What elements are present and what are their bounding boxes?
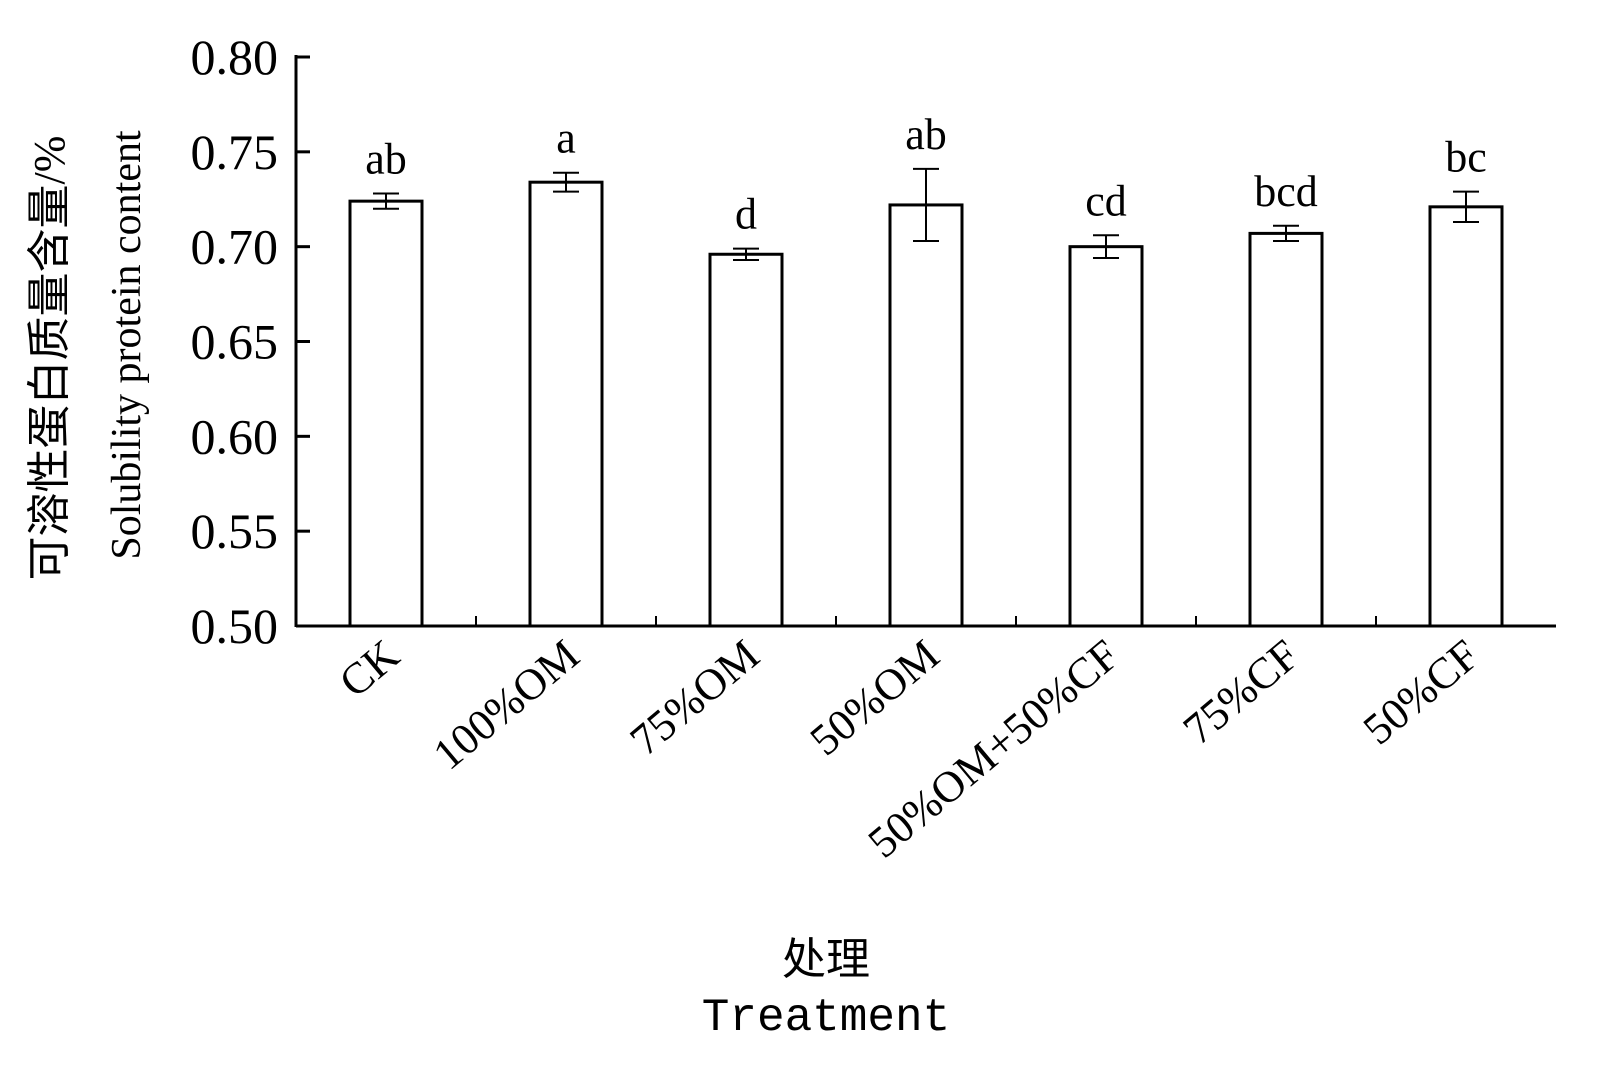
bar-50%OM — [888, 203, 964, 628]
error-bars — [373, 167, 1479, 261]
bar-CK — [348, 199, 424, 628]
y-axis-title: Solubility protein content — [104, 130, 150, 560]
category-label: 100%OM — [424, 630, 588, 779]
bar-75%CF — [1248, 231, 1324, 628]
bar-75%OM — [708, 252, 784, 628]
category-label: 75%OM — [621, 630, 769, 765]
category-label: CK — [330, 630, 408, 707]
significance-label: bcd — [1254, 167, 1318, 216]
significance-label: bc — [1445, 133, 1487, 182]
y-tick-label: 0.80 — [191, 29, 279, 85]
bar-100%OM — [528, 180, 604, 628]
y-tick-label: 0.60 — [191, 408, 279, 464]
y-tick-label: 0.65 — [191, 314, 279, 370]
significance-labels: ab a d ab cd bcd bc — [365, 110, 1487, 239]
y-ticks: 0.50 0.55 0.60 0.65 0.70 0.75 0.80 — [191, 29, 310, 654]
significance-label: cd — [1085, 176, 1127, 225]
category-label: 50%OM — [801, 630, 949, 765]
y-axis-title-cn: 可溶性蛋白质量含量/% — [25, 136, 74, 581]
significance-label: ab — [905, 110, 947, 159]
significance-label: a — [556, 114, 576, 163]
y-tick-label: 0.75 — [191, 124, 279, 180]
significance-label: d — [735, 190, 757, 239]
bar-50%OM+50%CF — [1068, 245, 1144, 628]
significance-label: ab — [365, 135, 407, 184]
x-axis-title: Treatment — [702, 992, 950, 1044]
y-tick-label: 0.55 — [191, 503, 279, 559]
x-ticks — [475, 616, 1377, 626]
category-label: 50%CF — [1354, 630, 1489, 754]
x-axis-title-cn: 处理 — [782, 935, 870, 984]
y-tick-label: 0.50 — [191, 598, 279, 654]
y-tick-label: 0.70 — [191, 219, 279, 275]
bars — [348, 180, 1504, 628]
bar-50%CF — [1428, 205, 1504, 628]
category-label: 75%CF — [1174, 630, 1309, 754]
